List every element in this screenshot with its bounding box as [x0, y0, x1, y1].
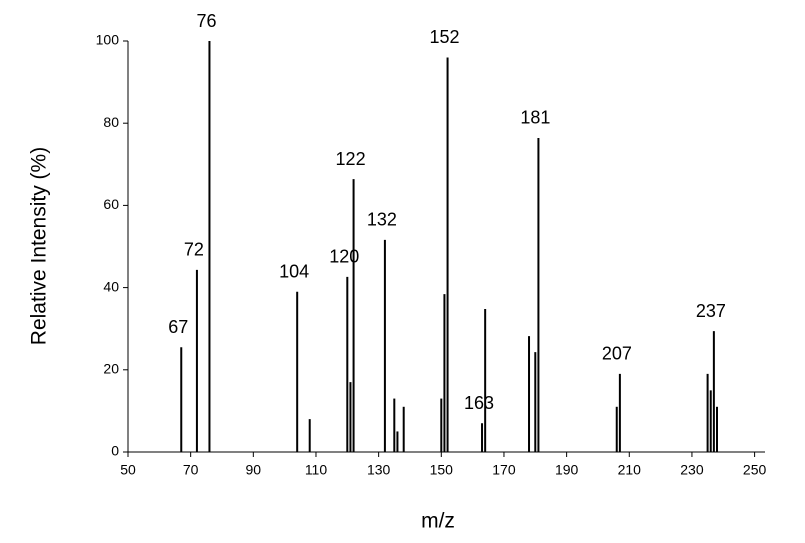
y-tick-label: 80 — [103, 114, 119, 130]
peak-label: 76 — [196, 11, 216, 31]
x-tick-label: 210 — [618, 462, 642, 478]
peak-label: 163 — [464, 393, 494, 413]
peak-label: 152 — [430, 27, 460, 47]
x-tick-label: 170 — [492, 462, 516, 478]
peak-label: 120 — [329, 247, 359, 267]
peak-label: 181 — [520, 108, 550, 128]
x-tick-label: 90 — [246, 462, 262, 478]
peak-label: 237 — [696, 301, 726, 321]
peak-label: 132 — [367, 210, 397, 230]
x-tick-label: 150 — [430, 462, 454, 478]
y-tick-label: 100 — [96, 32, 120, 48]
y-axis-label: Relative Intensity (%) — [28, 147, 51, 345]
x-tick-label: 250 — [743, 462, 767, 478]
peak-label: 67 — [168, 317, 188, 337]
y-tick-label: 40 — [103, 278, 119, 294]
y-tick-label: 20 — [103, 361, 119, 377]
x-tick-label: 70 — [183, 462, 199, 478]
y-tick-label: 0 — [111, 443, 119, 459]
x-tick-label: 110 — [305, 462, 328, 478]
x-tick-label: 50 — [120, 462, 136, 478]
peak-label: 207 — [602, 344, 632, 364]
peak-label: 104 — [279, 261, 309, 281]
x-tick-label: 190 — [555, 462, 579, 478]
y-tick-label: 60 — [103, 196, 119, 212]
peak-label: 122 — [336, 149, 366, 169]
x-tick-label: 230 — [680, 462, 704, 478]
x-axis-label: m/z — [421, 510, 455, 533]
peak-label: 72 — [184, 240, 204, 260]
x-tick-label: 130 — [367, 462, 391, 478]
